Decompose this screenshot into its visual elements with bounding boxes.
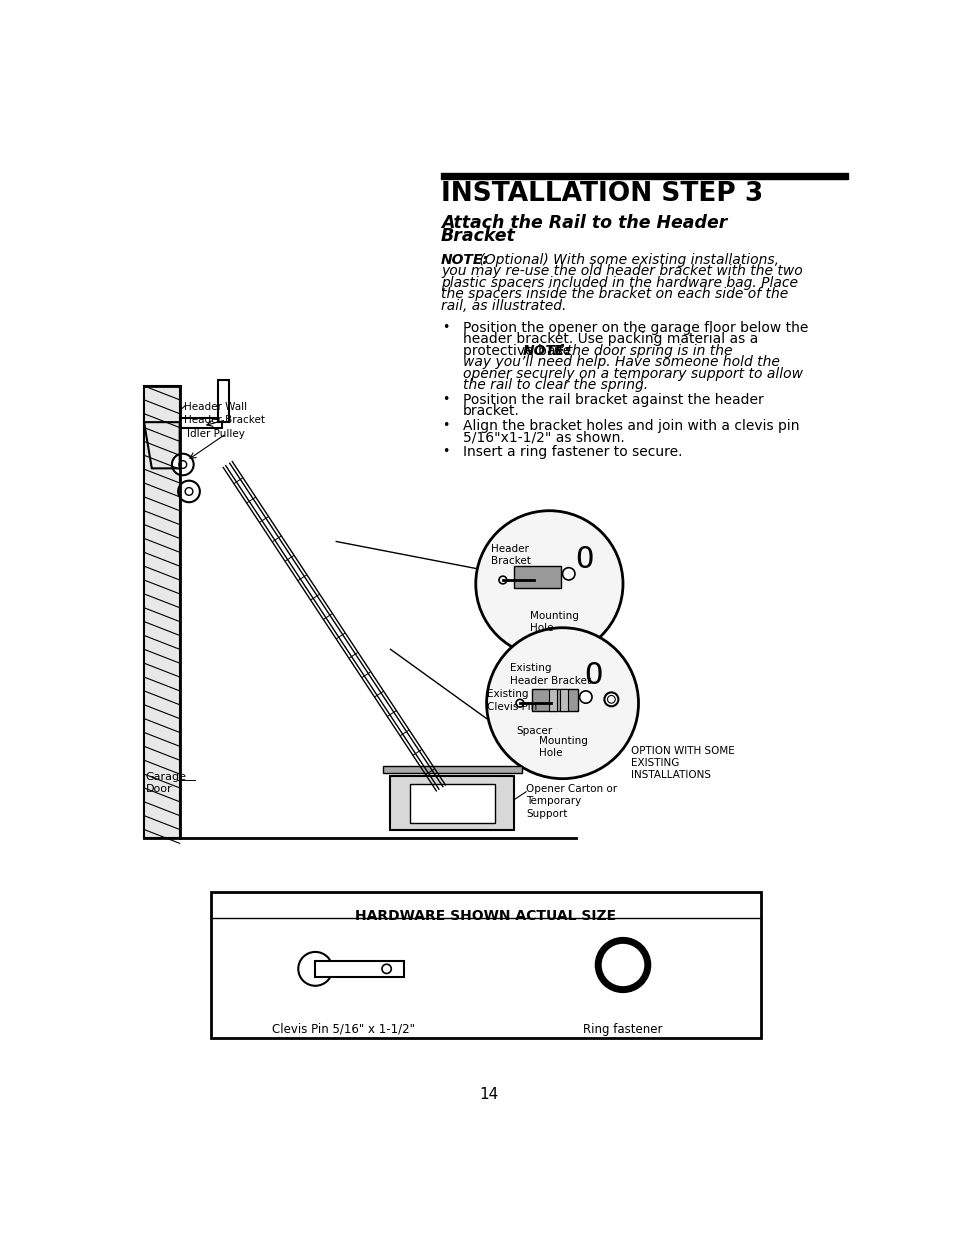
Bar <box>390 776 514 831</box>
Bar <box>218 379 229 422</box>
Text: Idler Pulley: Idler Pulley <box>187 429 245 439</box>
Text: Bracket: Bracket <box>440 227 515 246</box>
Circle shape <box>607 696 615 703</box>
Bar <box>315 961 404 977</box>
Text: 5/16"x1-1/2" as shown.: 5/16"x1-1/2" as shown. <box>462 430 623 445</box>
Text: Position the opener on the garage floor below the: Position the opener on the garage floor … <box>462 320 807 335</box>
Text: 14: 14 <box>478 1086 498 1101</box>
Circle shape <box>579 691 592 703</box>
Bar <box>179 418 222 428</box>
Text: plastic spacers included in the hardware bag. Place: plastic spacers included in the hardware… <box>440 275 797 290</box>
Text: If the door spring is in the: If the door spring is in the <box>549 343 732 357</box>
Text: O: O <box>575 546 593 574</box>
Text: •: • <box>442 393 449 405</box>
Text: Existing
Header Bracket: Existing Header Bracket <box>509 663 590 686</box>
Bar <box>440 174 847 179</box>
Circle shape <box>185 487 193 495</box>
Text: the spacers inside the bracket on each side of the: the spacers inside the bracket on each s… <box>440 288 787 301</box>
Text: •: • <box>442 320 449 334</box>
Text: Header
Bracket: Header Bracket <box>491 544 531 567</box>
Text: way you’ll need help. Have someone hold the: way you’ll need help. Have someone hold … <box>462 355 779 370</box>
Bar <box>410 784 495 822</box>
Text: NOTE:: NOTE: <box>440 253 488 267</box>
Text: O: O <box>584 661 602 689</box>
Text: rail, as illustrated.: rail, as illustrated. <box>440 299 566 312</box>
Text: Header Wall: Header Wall <box>183 402 247 412</box>
Text: Spacer: Spacer <box>516 727 552 737</box>
Bar <box>382 766 521 773</box>
Text: HARDWARE SHOWN ACTUAL SIZE: HARDWARE SHOWN ACTUAL SIZE <box>355 909 616 923</box>
Circle shape <box>298 952 332 986</box>
Circle shape <box>178 481 199 502</box>
Text: opener securely on a temporary support to allow: opener securely on a temporary support t… <box>462 367 801 381</box>
Bar <box>514 567 560 588</box>
Text: OPTION WITH SOME
EXISTING
INSTALLATIONS: OPTION WITH SOME EXISTING INSTALLATIONS <box>630 745 734 780</box>
Circle shape <box>598 940 647 990</box>
Text: INSTALLATION STEP 3: INSTALLATION STEP 3 <box>440 181 762 207</box>
Text: NOTE:: NOTE: <box>522 343 570 357</box>
Text: Ring fastener: Ring fastener <box>582 1023 662 1035</box>
Text: Mounting
Hole: Mounting Hole <box>530 611 578 634</box>
Text: (Optional) With some existing installations,: (Optional) With some existing installati… <box>475 253 779 267</box>
Bar <box>531 689 578 711</box>
Circle shape <box>516 699 523 707</box>
Text: header bracket. Use packing material as a: header bracket. Use packing material as … <box>462 332 757 346</box>
Text: Clevis Pin 5/16" x 1-1/2": Clevis Pin 5/16" x 1-1/2" <box>273 1023 416 1035</box>
Circle shape <box>604 692 618 707</box>
Circle shape <box>498 577 506 584</box>
Circle shape <box>486 627 638 779</box>
Text: Align the bracket holes and join with a clevis pin: Align the bracket holes and join with a … <box>462 419 799 433</box>
Circle shape <box>381 965 391 973</box>
Circle shape <box>172 454 193 475</box>
Text: bracket.: bracket. <box>462 404 518 418</box>
Bar <box>559 689 567 711</box>
Circle shape <box>476 511 622 657</box>
Text: Existing
Clevis Pin: Existing Clevis Pin <box>486 689 537 712</box>
Bar <box>144 386 179 838</box>
Text: the rail to clear the spring.: the rail to clear the spring. <box>462 378 647 392</box>
Circle shape <box>179 460 187 469</box>
Text: •: • <box>442 445 449 459</box>
Bar <box>211 892 760 1038</box>
Text: Header Bracket: Header Bracket <box>183 415 264 425</box>
Text: Position the rail bracket against the header: Position the rail bracket against the he… <box>462 393 762 407</box>
Bar <box>549 689 557 711</box>
Text: Mounting
Hole: Mounting Hole <box>538 735 588 758</box>
Text: protective base.: protective base. <box>462 343 578 357</box>
Text: Garage
Door: Garage Door <box>146 773 187 794</box>
Text: Opener Carton or
Temporary
Support: Opener Carton or Temporary Support <box>525 784 617 818</box>
Circle shape <box>562 568 575 580</box>
Text: Attach the Rail to the Header: Attach the Rail to the Header <box>440 215 726 232</box>
Text: you may re-use the old header bracket with the two: you may re-use the old header bracket wi… <box>440 264 801 278</box>
Text: •: • <box>442 419 449 432</box>
Text: Insert a ring fastener to secure.: Insert a ring fastener to secure. <box>462 445 681 459</box>
